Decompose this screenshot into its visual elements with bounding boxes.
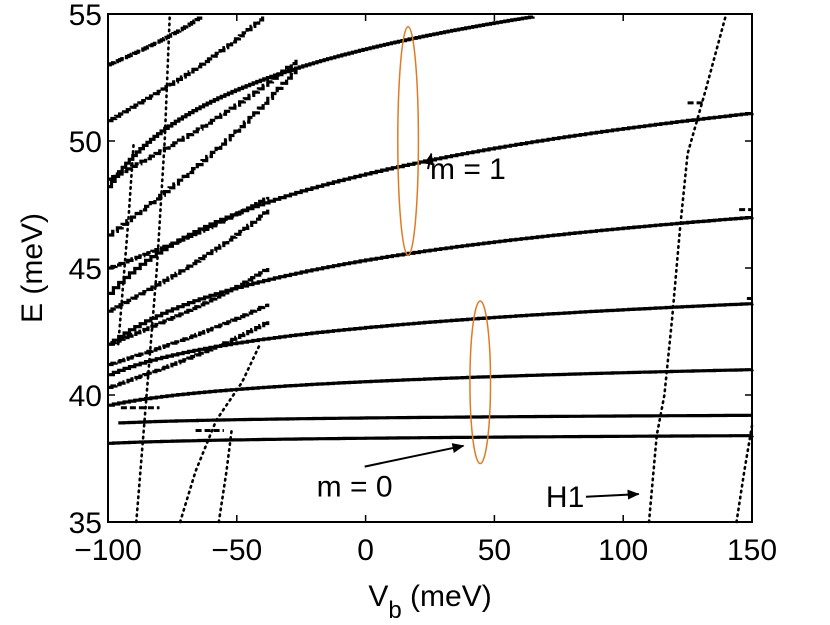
y-tick-label-4: 55 bbox=[69, 0, 102, 32]
ladder-level-1 bbox=[108, 16, 265, 123]
annotation-arrow-2 bbox=[585, 489, 640, 500]
energy-level-1 bbox=[118, 413, 752, 425]
ladder-level-4 bbox=[108, 196, 270, 270]
y-tick-label-0: 35 bbox=[69, 507, 102, 540]
annotation-2: H1 bbox=[546, 481, 584, 514]
y-axis-label: E (meV) bbox=[16, 213, 49, 323]
x-axis-label: Vb (meV) bbox=[368, 580, 491, 624]
y-tick-label-3: 50 bbox=[69, 126, 102, 159]
energy-level-5 bbox=[108, 112, 754, 295]
x-tick-label-4: 100 bbox=[598, 534, 648, 567]
y-tick-label-2: 45 bbox=[69, 253, 102, 286]
ladder-level-3 bbox=[108, 67, 298, 237]
energy-level-2 bbox=[108, 368, 754, 407]
ladder-level-6 bbox=[108, 268, 270, 346]
steep-curve-left-3 bbox=[178, 342, 262, 524]
ladder-level-0 bbox=[108, 16, 203, 67]
energy-level-3 bbox=[108, 302, 754, 377]
x-tick-label-2: 0 bbox=[357, 534, 374, 567]
steep-curve-left-4 bbox=[217, 429, 233, 524]
annotation-arrow-1 bbox=[364, 443, 465, 468]
x-tick-label-1: −50 bbox=[211, 534, 262, 567]
y-tick-label-1: 40 bbox=[69, 380, 102, 413]
steep-curve-left-1 bbox=[135, 12, 172, 524]
ladder-level-8 bbox=[108, 321, 270, 389]
energy-level-0 bbox=[108, 434, 754, 445]
x-axis-label-units: (meV) bbox=[402, 580, 492, 613]
x-axis-label-sub: b bbox=[388, 597, 401, 624]
energy-level-6 bbox=[108, 15, 535, 189]
x-tick-label-3: 50 bbox=[478, 534, 511, 567]
x-axis-label-main: V bbox=[368, 580, 388, 613]
ladder-level-7 bbox=[108, 303, 270, 367]
ladder-level-2 bbox=[108, 59, 298, 181]
annotation-1: m = 0 bbox=[317, 471, 393, 504]
highlight-ellipse-0 bbox=[397, 25, 420, 257]
steep-curve-left-2 bbox=[117, 139, 136, 346]
x-tick-label-5: 150 bbox=[727, 534, 777, 567]
energy-level-4 bbox=[108, 216, 754, 346]
highlight-ellipse-1 bbox=[469, 300, 492, 465]
annotation-0: m = 1 bbox=[430, 153, 506, 186]
steep-curve-right-2 bbox=[735, 424, 754, 524]
plot-frame bbox=[107, 13, 753, 523]
x-tick-label-0: −100 bbox=[74, 534, 142, 567]
ladder-level-5 bbox=[108, 209, 270, 313]
steep-curve-H1 bbox=[647, 12, 728, 524]
annotation-arrow-0 bbox=[424, 152, 434, 170]
